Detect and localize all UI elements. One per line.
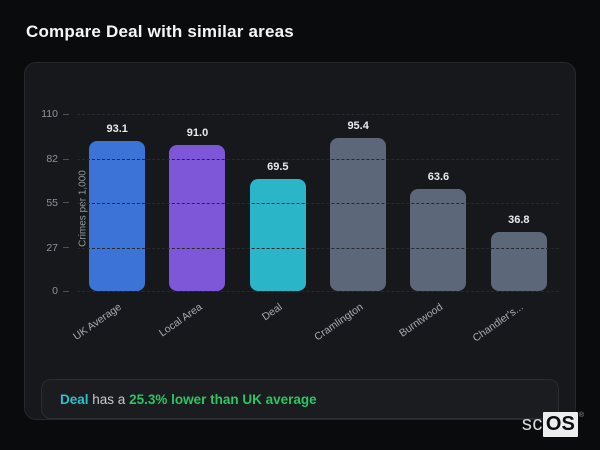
bar-value-label: 93.1 — [106, 123, 128, 136]
bar-cramlington[interactable] — [330, 137, 387, 291]
y-tick-label: 110 — [41, 108, 69, 120]
y-tick-label: 82 — [46, 153, 69, 165]
bar-value-label: 69.5 — [267, 161, 289, 174]
bar-value-label: 63.6 — [427, 170, 450, 183]
logo-suffix: OS — [542, 412, 578, 437]
note-highlight: 25.3% lower than UK average — [129, 391, 317, 407]
bar-uk-average[interactable] — [89, 141, 146, 291]
gridline — [77, 159, 559, 161]
bar-slot: 36.8 Chandler's... — [471, 114, 559, 344]
chart-card: Crimes per 1,000 93.1 UK Average 91.0 Local… — [24, 62, 576, 420]
bar-slot: 91.0 Local Area — [157, 114, 237, 339]
note-connector: has a — [88, 391, 130, 407]
gridline — [77, 114, 559, 115]
note-subject: Deal — [60, 391, 89, 407]
bar-local-area[interactable] — [169, 144, 226, 291]
bar-deal[interactable] — [249, 179, 306, 291]
bar-slot: 95.4 Cramlington — [312, 114, 398, 343]
x-axis-label: UK Average — [71, 301, 125, 343]
x-axis-label: Burntwood — [397, 301, 446, 340]
y-tick-label: 0 — [52, 285, 69, 297]
page-title: Compare Deal with similar areas — [26, 22, 294, 41]
gridline — [77, 291, 559, 292]
logo-prefix: sc — [521, 413, 543, 435]
bars-row: 93.1 UK Average 91.0 Local Area 69.5 Deal 95.4… — [71, 114, 559, 344]
bar-slot: 69.5 Deal — [238, 114, 318, 323]
x-axis-label: Local Area — [156, 301, 205, 340]
registered-trademark-icon: ® — [578, 412, 584, 419]
gridline — [77, 202, 559, 204]
x-axis-label: Deal — [260, 301, 285, 324]
gridline — [77, 247, 559, 249]
plot-area: 93.1 UK Average 91.0 Local Area 69.5 Deal 95.4… — [41, 108, 559, 344]
bar-burntwood[interactable] — [410, 188, 467, 291]
bar-slot: 63.6 Burntwood — [397, 114, 478, 340]
bar-value-label: 36.8 — [508, 213, 530, 226]
bar-value-label: 95.4 — [347, 119, 369, 132]
bar-value-label: 91.0 — [186, 126, 209, 139]
scos-logo: sc OS ® — [522, 412, 584, 437]
bar-chandler-s[interactable] — [490, 231, 547, 291]
comparison-note: Deal has a 25.3% lower than UK average — [41, 379, 559, 419]
x-axis-label: Chandler's... — [470, 301, 526, 345]
x-axis-label: Cramlington — [311, 301, 366, 344]
y-tick-label: 55 — [46, 197, 69, 209]
bar-slot: 93.1 UK Average — [71, 114, 157, 343]
y-tick-label: 27 — [46, 242, 69, 254]
